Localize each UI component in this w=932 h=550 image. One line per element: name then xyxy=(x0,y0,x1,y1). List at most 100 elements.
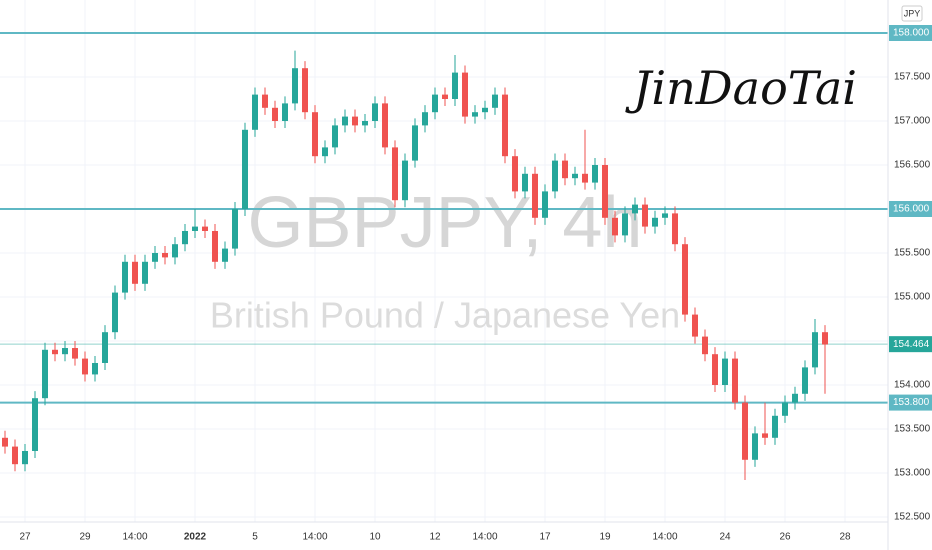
candle-body xyxy=(432,94,438,113)
candle-body xyxy=(572,173,578,179)
candle-body xyxy=(712,354,718,385)
price-label: 153.800 xyxy=(893,397,930,408)
y-tick-label: 153.500 xyxy=(894,424,931,435)
x-tick-label: 28 xyxy=(839,532,851,543)
candle-body xyxy=(602,164,608,218)
candle-body xyxy=(132,261,138,284)
candle-body xyxy=(542,191,548,218)
candle-body xyxy=(2,437,8,447)
candle-body xyxy=(802,367,808,394)
candle-body xyxy=(532,173,538,218)
candle-body xyxy=(252,94,258,130)
candle-body xyxy=(702,336,708,355)
candle-body xyxy=(12,446,18,465)
candle-body xyxy=(212,230,218,262)
candle-body xyxy=(72,348,78,359)
y-tick-label: 153.000 xyxy=(894,468,931,479)
candle-body xyxy=(672,213,678,245)
x-tick-label: 10 xyxy=(369,532,381,543)
x-tick-label: 5 xyxy=(252,532,258,543)
candle-body xyxy=(242,129,248,209)
candle-body xyxy=(312,112,318,157)
candle-body xyxy=(32,398,38,451)
candle-body xyxy=(372,103,378,121)
candle-body xyxy=(812,332,818,368)
candle-body xyxy=(62,348,68,355)
candle-body xyxy=(662,213,668,218)
x-tick-label: 2022 xyxy=(184,532,207,543)
x-tick-label: 17 xyxy=(539,532,551,543)
candle-body xyxy=(52,349,58,355)
candle-body xyxy=(522,173,528,192)
candle-body xyxy=(412,125,418,161)
y-tick-label: 155.500 xyxy=(894,248,931,259)
watermark-subtitle: British Pound / Japanese Yen xyxy=(210,295,680,336)
y-tick-label: 157.000 xyxy=(894,116,931,127)
candle-body xyxy=(292,68,298,104)
candle-body xyxy=(42,349,48,399)
x-tick-label: 26 xyxy=(779,532,791,543)
y-tick-label: 157.500 xyxy=(894,72,931,83)
candle-body xyxy=(422,112,428,126)
currency-label[interactable]: JPY xyxy=(904,8,921,18)
y-tick-label: 155.000 xyxy=(894,292,931,303)
candle-body xyxy=(142,261,148,284)
candle-body xyxy=(722,358,728,385)
candle-body xyxy=(772,415,778,438)
candle-body xyxy=(512,156,518,192)
currency-box[interactable] xyxy=(901,5,923,22)
candle-body xyxy=(92,362,98,375)
candle-body xyxy=(792,393,798,403)
candle-body xyxy=(162,252,168,258)
x-tick-label: 14:00 xyxy=(472,532,497,543)
price-label: 156.000 xyxy=(893,204,930,215)
candle-body xyxy=(332,125,338,148)
candle-body xyxy=(622,213,628,236)
candle-body xyxy=(452,72,458,99)
x-tick-label: 14:00 xyxy=(652,532,677,543)
candle-body xyxy=(732,358,738,403)
x-tick-label: 12 xyxy=(429,532,441,543)
candle-body xyxy=(652,217,658,227)
candle-body xyxy=(232,208,238,249)
candle-body xyxy=(102,332,108,363)
candle-body xyxy=(392,147,398,201)
candle-body xyxy=(82,358,88,375)
price-label: 154.464 xyxy=(893,339,930,350)
x-tick-label: 14:00 xyxy=(122,532,147,543)
y-tick-label: 156.500 xyxy=(894,160,931,171)
candle-body xyxy=(192,226,198,231)
x-tick-label: 29 xyxy=(79,532,91,543)
candle-body xyxy=(752,433,758,460)
candle-body xyxy=(822,332,828,345)
candle-body xyxy=(442,94,448,99)
watermark: GBPJPY, 4h xyxy=(248,183,643,263)
candles xyxy=(0,31,888,481)
price-label-box xyxy=(889,336,932,353)
candle-body xyxy=(632,204,638,214)
y-tick-label: 152.500 xyxy=(894,512,931,523)
candle-body xyxy=(642,204,648,227)
candle-body xyxy=(592,164,598,183)
candle-body xyxy=(302,68,308,113)
price-label-box xyxy=(889,200,932,217)
candle-body xyxy=(782,402,788,416)
x-tick-label: 19 xyxy=(599,532,611,543)
candle-body xyxy=(582,173,588,183)
candle-body xyxy=(152,252,158,262)
price-label: 158.000 xyxy=(893,28,930,39)
price-label-box xyxy=(889,24,932,41)
price-label-box xyxy=(889,394,932,411)
candle-body xyxy=(612,217,618,236)
candle-body xyxy=(472,112,478,117)
candle-body xyxy=(762,433,768,438)
candle-body xyxy=(122,261,128,293)
candle-body xyxy=(692,314,698,337)
candle-body xyxy=(172,244,178,258)
x-tick-label: 24 xyxy=(719,532,731,543)
candle-body xyxy=(262,94,268,108)
candle-body xyxy=(742,402,748,460)
candle-body xyxy=(482,107,488,113)
candle-body xyxy=(502,94,508,157)
